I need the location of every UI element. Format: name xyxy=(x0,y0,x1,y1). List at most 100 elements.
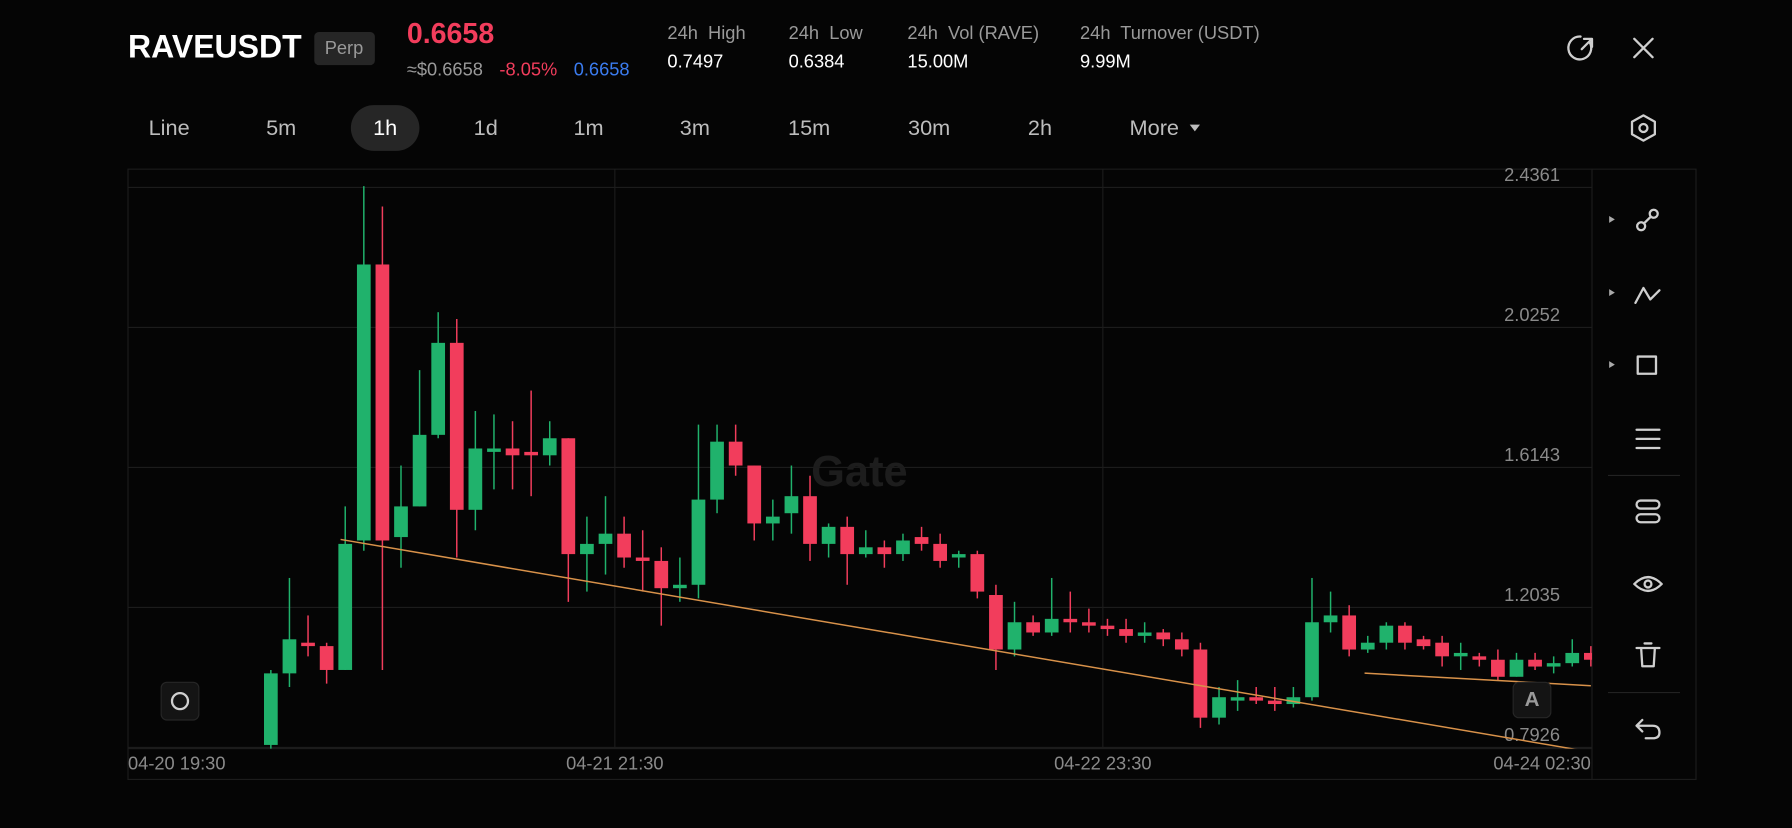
timeframe[interactable]: 1h xyxy=(373,115,397,140)
candle-body xyxy=(1546,663,1561,667)
tool-line[interactable] xyxy=(1636,208,1659,232)
candle-body xyxy=(1007,622,1022,650)
tool-icon xyxy=(170,692,190,711)
candle-body xyxy=(1249,697,1264,701)
candle-body xyxy=(580,543,594,555)
candle-body xyxy=(747,465,762,524)
candle-body xyxy=(431,342,446,435)
scale-badge: A xyxy=(1525,688,1540,711)
timeframe[interactable]: More xyxy=(1130,115,1179,140)
refresh-icon[interactable] xyxy=(1567,35,1594,61)
candle-body xyxy=(264,673,278,745)
candle-body xyxy=(1379,625,1394,643)
candle-body xyxy=(840,526,855,555)
candle-body xyxy=(356,264,371,541)
tool-wave[interactable] xyxy=(1634,286,1661,304)
tool-undo[interactable] xyxy=(1635,718,1661,740)
candle-body xyxy=(765,516,780,524)
tool-indicators[interactable] xyxy=(1635,428,1661,450)
candle-body xyxy=(1156,632,1171,640)
x-tick-label: 04-21 21:30 xyxy=(566,752,664,773)
candle-body xyxy=(1342,615,1357,650)
drawing-toolbar xyxy=(1608,208,1680,740)
candle-body xyxy=(914,537,929,544)
candle-body xyxy=(449,342,464,510)
candle-body xyxy=(319,646,334,670)
tool-button[interactable] xyxy=(160,681,200,721)
candle-body xyxy=(1491,659,1505,677)
candle-body xyxy=(1100,625,1115,630)
candle-body xyxy=(858,547,873,555)
candle-body xyxy=(598,533,613,544)
candle-body xyxy=(951,554,966,558)
x-tick-label: 04-22 23:30 xyxy=(1054,752,1152,773)
expand-arrow xyxy=(1609,216,1615,223)
candle-body xyxy=(710,441,724,500)
x-tick-label: 04-24 02:30 xyxy=(1493,752,1591,773)
stat-label: 24h Vol (RAVE) xyxy=(907,22,1039,43)
candle-body xyxy=(784,496,799,514)
timeframe[interactable]: 3m xyxy=(680,115,710,140)
x-tick-label: 04-20 19:30 xyxy=(128,752,225,773)
candle-body xyxy=(896,540,910,555)
stat-label: 24h Turnover (USDT) xyxy=(1080,22,1260,43)
candle-body xyxy=(1044,618,1059,633)
approx-price: ≈$0.6658 xyxy=(407,59,483,80)
stat-value: 0.6384 xyxy=(789,51,845,72)
candle-body xyxy=(673,584,687,589)
candle-body xyxy=(1472,656,1487,660)
close-icon[interactable] xyxy=(1633,37,1654,59)
candle-body xyxy=(654,560,669,589)
last-price: 0.6658 xyxy=(407,18,494,50)
trend-line[interactable] xyxy=(340,538,1591,752)
candle-body xyxy=(635,557,650,561)
tool-shape[interactable] xyxy=(1636,355,1658,375)
candle-body xyxy=(728,441,743,466)
candle-body xyxy=(691,499,706,585)
mark-price: 0.6658 xyxy=(574,59,630,80)
stat-label: 24h High xyxy=(667,22,745,43)
candle-body xyxy=(524,451,538,456)
candle-body xyxy=(970,554,985,592)
candle-body xyxy=(1528,659,1542,667)
timeframe[interactable]: 5m xyxy=(266,115,296,140)
settings-icon[interactable] xyxy=(1630,114,1656,142)
trend-line[interactable] xyxy=(1364,672,1591,687)
candle-body xyxy=(877,547,892,555)
y-tick-label: 1.2035 xyxy=(1504,584,1560,605)
timeframe[interactable]: Line xyxy=(149,115,190,140)
candle-body xyxy=(1174,639,1189,650)
timeframe[interactable]: 15m xyxy=(788,115,830,140)
candle-body xyxy=(1063,618,1078,623)
chart-frame xyxy=(127,168,1697,780)
candle-body xyxy=(1212,697,1226,718)
candle-body xyxy=(412,434,427,507)
candle-body xyxy=(821,526,836,544)
y-tick-label: 2.0252 xyxy=(1504,304,1560,325)
candle-body xyxy=(282,639,297,674)
candle-body xyxy=(1026,622,1040,633)
expand-arrow xyxy=(1609,361,1615,368)
candle-body xyxy=(933,543,948,561)
candle-body xyxy=(989,594,1003,650)
tool-delete[interactable] xyxy=(1635,642,1661,668)
timeframe[interactable]: 1d xyxy=(474,115,498,140)
change: -8.05% xyxy=(499,59,557,80)
badge-bg xyxy=(314,32,375,66)
candle-body xyxy=(803,496,817,544)
candle-body xyxy=(1584,652,1592,660)
timeframe[interactable]: 2h xyxy=(1028,115,1052,140)
candle-body xyxy=(505,448,520,456)
timeframe[interactable]: 30m xyxy=(908,115,950,140)
tool-layers[interactable] xyxy=(1635,499,1661,524)
tool-visibility[interactable] xyxy=(1633,576,1663,592)
candle-body xyxy=(1082,622,1096,626)
candle-body xyxy=(468,448,483,510)
timeframe[interactable]: 1m xyxy=(573,115,603,140)
candle-body xyxy=(1565,652,1580,664)
scale-button[interactable] xyxy=(1512,681,1552,719)
candle-body xyxy=(542,438,557,456)
symbol: RAVEUSDT xyxy=(128,29,302,65)
